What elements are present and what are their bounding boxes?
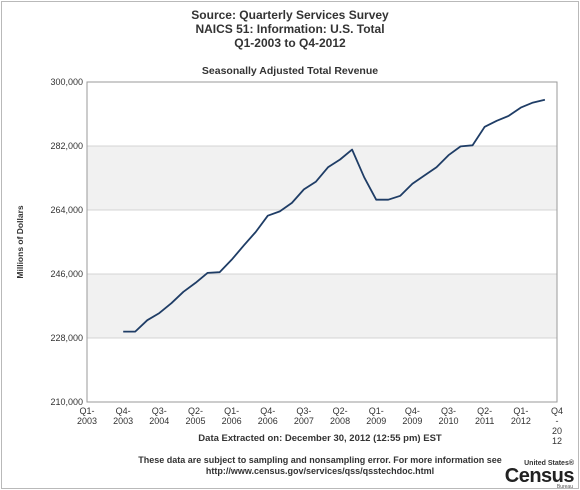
- y-axis-label: Millions of Dollars: [15, 205, 25, 278]
- x-tick-label: Q4-: [260, 406, 275, 416]
- y-tick-label: 228,000: [50, 333, 83, 343]
- sampling-note: These data are subject to sampling and n…: [90, 455, 550, 477]
- chart-naics-line: NAICS 51: Information: U.S. Total: [195, 22, 385, 36]
- plot-border: [86, 81, 558, 403]
- census-logo-small-text: United States®: [524, 460, 574, 467]
- y-tick-label: 300,000: [50, 77, 83, 87]
- x-tick-label: Q1-: [513, 406, 528, 416]
- x-tick-label: 2004: [149, 416, 169, 426]
- x-tick-label: Q1-: [79, 406, 94, 416]
- x-tick-label: 2005: [185, 416, 205, 426]
- sampling-note-link[interactable]: http://www.census.gov/services/qss/qsste…: [205, 466, 435, 476]
- y-tick-label: 264,000: [50, 205, 83, 215]
- x-tick-label: 20: [552, 426, 562, 436]
- y-tick-label: 246,000: [50, 269, 83, 279]
- x-tick-label: 2009: [366, 416, 386, 426]
- plot-area: [86, 81, 558, 403]
- x-tick-label: 2003: [113, 416, 133, 426]
- x-tick-label: Q2-: [188, 406, 203, 416]
- x-tick-label: Q4-: [116, 406, 131, 416]
- x-tick-label: Q1-: [224, 406, 239, 416]
- plot-band: [87, 146, 557, 210]
- chart-title: Seasonally Adjusted Total Revenue: [201, 65, 379, 77]
- series-line: [123, 98, 546, 333]
- x-tick-label: Q3-: [152, 406, 167, 416]
- census-logo: United States® Census Bureau: [505, 460, 576, 490]
- x-tick-label: 2012: [511, 416, 531, 426]
- x-tick-label: 2003: [77, 416, 97, 426]
- x-tick-label: Q2-: [477, 406, 492, 416]
- x-tick-label: 12: [552, 436, 562, 446]
- chart-period-line: Q1-2003 to Q4-2012: [234, 36, 346, 50]
- x-tick-label: 2009: [402, 416, 422, 426]
- x-tick-label: 2011: [475, 416, 494, 426]
- x-tick-label: 2007: [294, 416, 314, 426]
- data-extracted-note: Data Extracted on: December 30, 2012 (12…: [198, 433, 442, 444]
- y-tick-label: 210,000: [50, 397, 83, 407]
- x-tick-label: 2006: [258, 416, 278, 426]
- plot-band: [87, 274, 557, 338]
- x-tick-label: -: [556, 416, 559, 426]
- x-tick-label: Q4-: [405, 406, 420, 416]
- sampling-note-line1: These data are subject to sampling and n…: [138, 455, 502, 465]
- chart-source-line: Source: Quarterly Services Survey: [191, 8, 389, 22]
- x-tick-label: Q3-: [441, 406, 456, 416]
- x-tick-label: Q1-: [369, 406, 384, 416]
- x-tick-label: Q4: [551, 406, 563, 416]
- x-tick-label: Q2-: [333, 406, 348, 416]
- x-tick-label: 2006: [222, 416, 242, 426]
- x-tick-label: 2010: [439, 416, 459, 426]
- census-logo-wordmark: Census: [504, 465, 575, 487]
- census-logo-bureau: Bureau: [556, 484, 573, 490]
- x-tick-label: Q3-: [296, 406, 311, 416]
- y-tick-label: 282,000: [50, 141, 83, 151]
- x-tick-label: 2008: [330, 416, 350, 426]
